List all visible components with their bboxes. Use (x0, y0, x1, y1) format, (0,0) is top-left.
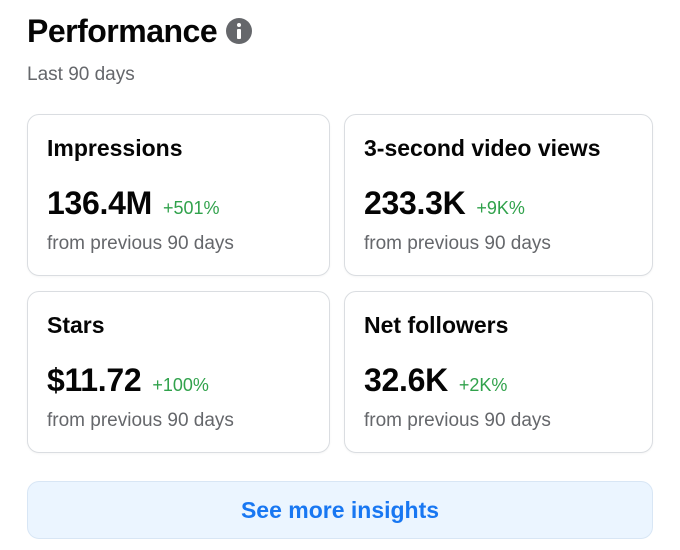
metric-label: Net followers (364, 312, 509, 338)
info-icon[interactable] (226, 18, 253, 44)
date-range-label: Last 90 days (27, 64, 135, 85)
metric-label: Impressions (47, 135, 183, 161)
title-row: Performance (27, 12, 253, 50)
metric-card-stars[interactable]: Stars $11.72 +100% from previous 90 days (27, 291, 330, 453)
metric-comparison-label: from previous 90 days (47, 233, 234, 254)
metric-value-row: 136.4M +501% (47, 185, 220, 222)
see-more-insights-button[interactable]: See more insights (27, 481, 653, 539)
metric-comparison-label: from previous 90 days (364, 410, 551, 431)
metric-change: +100% (152, 375, 209, 395)
metric-change: +9K% (476, 198, 525, 218)
metric-value: 233.3K (364, 185, 466, 221)
metric-value-row: $11.72 +100% (47, 362, 209, 399)
metric-comparison-label: from previous 90 days (364, 233, 551, 254)
metric-value-row: 32.6K +2K% (364, 362, 507, 399)
metric-label: 3-second video views (364, 135, 601, 161)
metric-card-impressions[interactable]: Impressions 136.4M +501% from previous 9… (27, 114, 330, 276)
metric-change: +501% (162, 198, 220, 218)
metric-card-net-followers[interactable]: Net followers 32.6K +2K% from previous 9… (344, 291, 653, 453)
metric-label: Stars (47, 312, 105, 338)
metric-value: 136.4M (47, 185, 152, 221)
metric-change: +2K% (458, 375, 508, 395)
metric-card-video-views[interactable]: 3-second video views 233.3K +9K% from pr… (344, 114, 653, 276)
page-title: Performance (27, 13, 218, 49)
metric-value: $11.72 (47, 362, 142, 398)
metric-value-row: 233.3K +9K% (364, 185, 525, 222)
metric-comparison-label: from previous 90 days (47, 410, 234, 431)
metric-value: 32.6K (364, 362, 448, 398)
performance-header: Performance Last 90 days (27, 12, 253, 86)
